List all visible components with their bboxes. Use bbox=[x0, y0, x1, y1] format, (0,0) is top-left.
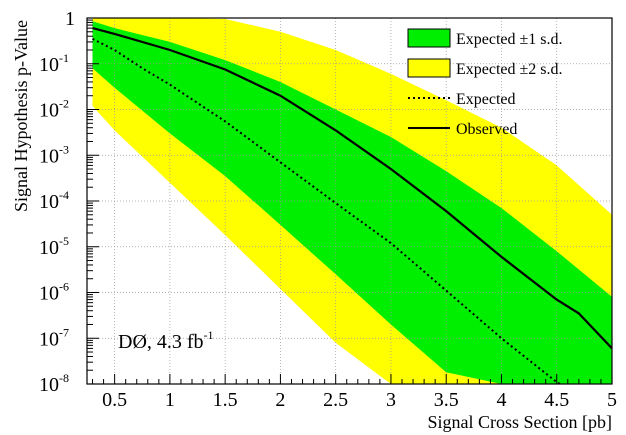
y-tick-base: 10 bbox=[39, 145, 59, 167]
series-lines bbox=[92, 27, 612, 384]
y-tick-base: 10 bbox=[39, 191, 59, 213]
y-tick-exponent: -5 bbox=[59, 234, 69, 248]
y-tick-exponent: -8 bbox=[59, 371, 69, 385]
axis-labels: Signal Cross Section [pb] Signal Hypothe… bbox=[11, 20, 612, 432]
y-tick-exponent: -6 bbox=[59, 280, 69, 294]
y-tick-label: 10-7 bbox=[39, 325, 69, 350]
legend-label: Expected ±1 s.d. bbox=[456, 31, 563, 48]
y-tick-base: 10 bbox=[39, 237, 59, 259]
legend-label: Expected ±2 s.d. bbox=[456, 61, 563, 78]
y-tick-label: 10-4 bbox=[39, 188, 69, 213]
y-tick-exponent: -3 bbox=[59, 142, 69, 156]
x-axis-label: Signal Cross Section [pb] bbox=[428, 412, 613, 432]
legend-swatch bbox=[407, 28, 451, 48]
experiment-annotation: DØ, 4.3 fb-1 bbox=[118, 328, 214, 353]
x-tick-label: 1 bbox=[165, 389, 175, 411]
y-tick-label: 1 bbox=[65, 8, 75, 30]
y-tick-label: 10-8 bbox=[39, 371, 69, 396]
y-tick-base: 10 bbox=[39, 283, 59, 305]
y-axis-label: Signal Hypothesis p-Value bbox=[11, 20, 31, 212]
legend-label: Expected bbox=[456, 91, 516, 108]
y-tick-base: 1 bbox=[65, 8, 75, 30]
y-tick-exponent: -1 bbox=[59, 51, 69, 65]
y-tick-base: 10 bbox=[39, 100, 59, 122]
annotation-sup: -1 bbox=[204, 328, 214, 342]
x-tick-label: 3.5 bbox=[434, 389, 459, 411]
y-tick-label: 10-1 bbox=[39, 51, 69, 76]
x-tick-label: 2.5 bbox=[323, 389, 348, 411]
legend-swatch bbox=[407, 58, 451, 78]
y-tick-exponent: -4 bbox=[59, 188, 69, 202]
legend-label: Observed bbox=[456, 121, 517, 138]
x-tick-label: 1.5 bbox=[213, 389, 238, 411]
y-tick-exponent: -2 bbox=[59, 97, 69, 111]
x-tick-label: 3 bbox=[386, 389, 396, 411]
y-tick-label: 10-3 bbox=[39, 142, 69, 167]
band-1sd bbox=[92, 21, 612, 384]
x-tick-label: 2 bbox=[275, 389, 285, 411]
legend: Expected ±1 s.d. Expected ±2 s.d. Expected… bbox=[407, 28, 563, 138]
x-tick-label: 4.5 bbox=[544, 389, 569, 411]
y-tick-label: 10-2 bbox=[39, 97, 69, 122]
x-tick-label: 0.5 bbox=[102, 389, 127, 411]
y-tick-base: 10 bbox=[39, 54, 59, 76]
axis-ticks: 0.5 1 1.5 2 2.5 3 3.5 4 4.5 5110-110-210-310-410-… bbox=[39, 8, 617, 411]
y-tick-base: 10 bbox=[39, 328, 59, 350]
x-tick-label: 4 bbox=[496, 389, 506, 411]
y-tick-label: 10-6 bbox=[39, 280, 69, 305]
y-tick-base: 10 bbox=[39, 374, 59, 396]
x-tick-label: 5 bbox=[607, 389, 617, 411]
y-tick-exponent: -7 bbox=[59, 325, 69, 339]
observed-line bbox=[92, 27, 612, 350]
y-tick-label: 10-5 bbox=[39, 234, 69, 259]
annotation-main: DØ, 4.3 fb bbox=[118, 331, 204, 353]
